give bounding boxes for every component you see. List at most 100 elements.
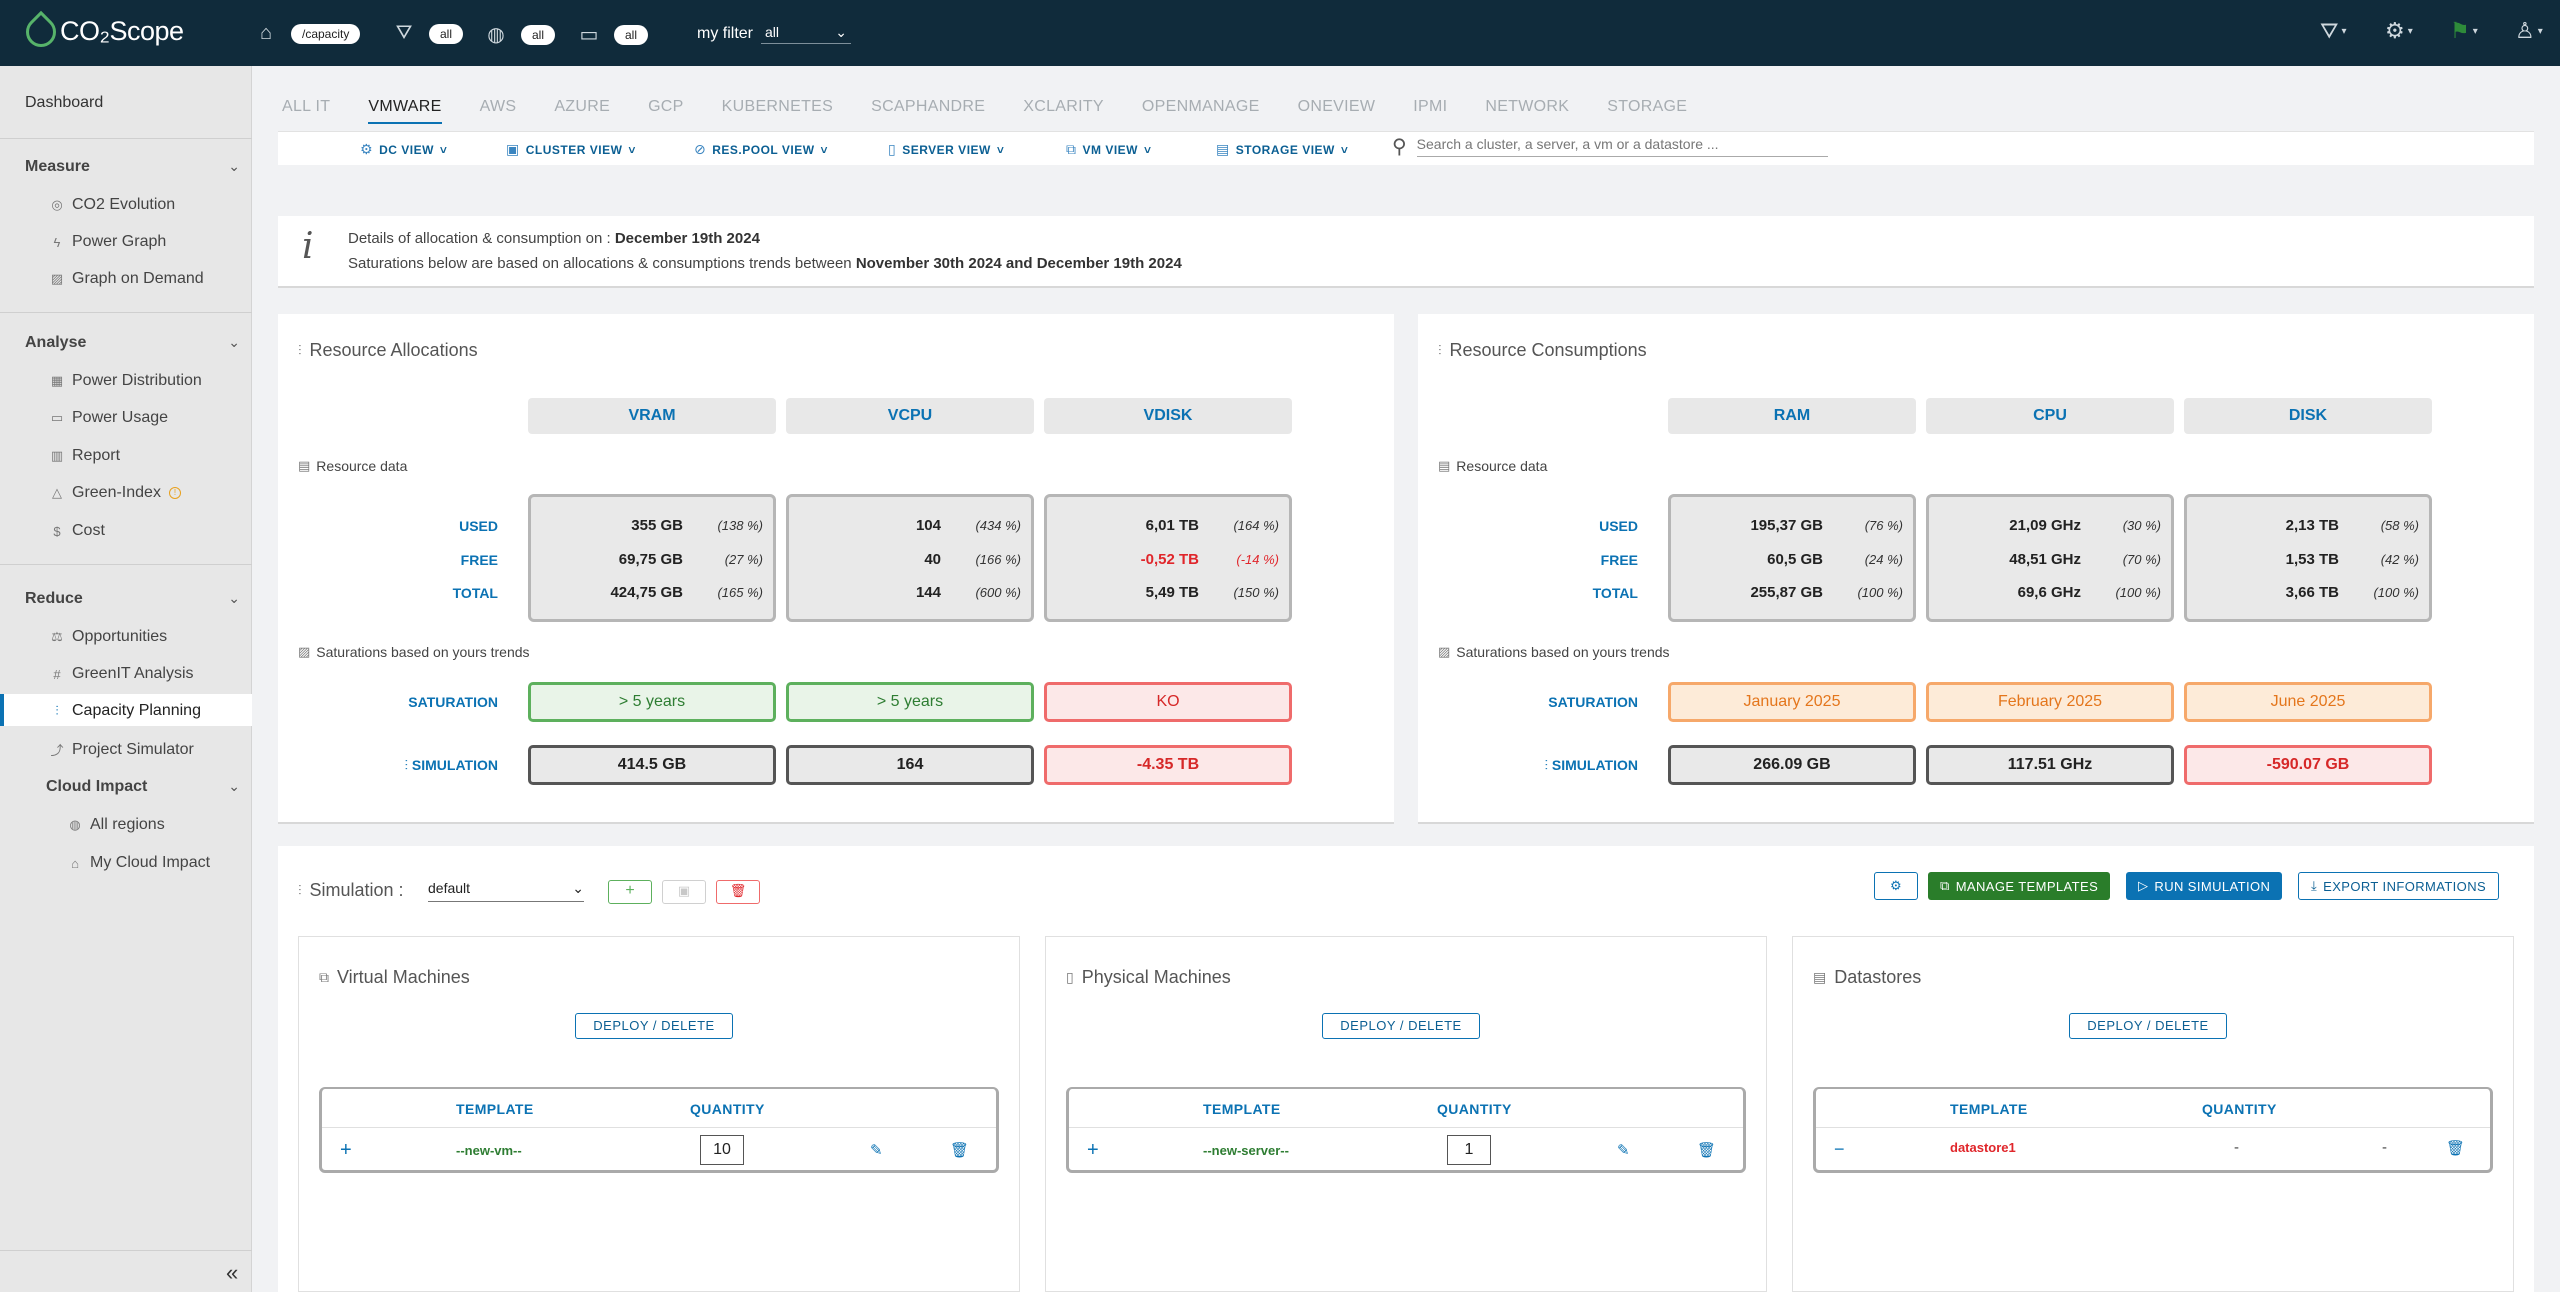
simulation-settings-button[interactable]: ⚙ <box>1874 872 1918 900</box>
tab-aws[interactable]: AWS <box>479 98 517 115</box>
path-pill[interactable]: /capacity <box>291 23 361 44</box>
template-name[interactable]: --new-server-- <box>1203 1143 1289 1158</box>
run-simulation-button[interactable]: ▷ RUN SIMULATION <box>2126 872 2283 900</box>
storage-view-menu[interactable]: ▤ STORAGE VIEW ˅ <box>1216 141 1348 158</box>
simulation-select[interactable]: default ⌄ <box>428 880 584 902</box>
disk-used-pct: (58 %) <box>2380 518 2419 533</box>
trash-icon[interactable]: 🗑 <box>950 1142 970 1159</box>
trash-icon[interactable]: 🗑 <box>2446 1140 2466 1157</box>
sidebar-item-label: Report <box>72 447 121 464</box>
disk-header: DISK <box>2184 398 2432 434</box>
sidebar-item-power-distribution[interactable]: ▦ Power Distribution <box>50 372 202 390</box>
caret-down-icon: ▾ <box>2472 25 2478 37</box>
view-label: STORAGE VIEW <box>1235 142 1335 157</box>
tab-all-it[interactable]: ALL IT <box>282 98 331 115</box>
delete-simulation-button[interactable]: 🗑 <box>716 880 760 904</box>
sidebar-section-analyse[interactable]: Analyse ⌄ <box>25 334 240 352</box>
disk-total-pct: (100 %) <box>2373 585 2419 600</box>
sidebar-item-cost[interactable]: $ Cost <box>50 522 105 540</box>
sidebar-item-co2-evolution[interactable]: ◎ CO2 Evolution <box>50 196 175 214</box>
filter-icon[interactable]: ⛛ <box>395 22 413 44</box>
sidebar-item-green-index[interactable]: △ Green-Index! <box>50 484 181 502</box>
save-simulation-button[interactable]: ▣ <box>662 880 706 904</box>
collapse-sidebar-icon[interactable]: « <box>226 1260 239 1285</box>
template-name[interactable]: --new-vm-- <box>456 1143 522 1158</box>
user-menu[interactable]: ♙ ▾ <box>2515 18 2543 44</box>
sidebar-item-capacity-planning[interactable]: ⫶ Capacity Planning <box>50 702 201 720</box>
quantity-input[interactable]: 1 <box>1447 1135 1491 1165</box>
edit-icon[interactable]: ✎ <box>870 1142 883 1159</box>
ram-header: RAM <box>1668 398 1916 434</box>
add-row-icon[interactable]: + <box>340 1139 352 1161</box>
add-row-icon[interactable]: + <box>1087 1139 1099 1161</box>
info-date-range: November 30th 2024 and December 19th 202… <box>855 255 1182 272</box>
server-view-menu[interactable]: ▯ SERVER VIEW ˅ <box>888 141 1004 158</box>
my-filter-select[interactable]: all ⌄ <box>761 24 851 44</box>
sidebar-section-measure[interactable]: Measure ⌄ <box>25 158 240 176</box>
tab-scaphandre[interactable]: SCAPHANDRE <box>871 98 986 115</box>
card-title: ▯ Physical Machines <box>1066 967 1231 988</box>
sidebar-item-opportunities[interactable]: ⚖ Opportunities <box>50 628 167 646</box>
global-filter-menu[interactable]: ⛛ ▾ <box>2320 18 2347 44</box>
sliders-icon: ⫶ <box>1438 342 1442 358</box>
vcpu-used-pct: (434 %) <box>975 518 1021 533</box>
trash-icon[interactable]: 🗑 <box>1697 1142 1717 1159</box>
sidebar-section-cloud-impact[interactable]: Cloud Impact ⌄ <box>46 778 240 796</box>
caret-down-icon: ˅ <box>628 142 636 157</box>
vram-header: VRAM <box>528 398 776 434</box>
tab-xclarity[interactable]: XCLARITY <box>1023 98 1104 115</box>
add-simulation-button[interactable]: + <box>608 880 652 904</box>
caret-down-icon: ˅ <box>439 142 448 157</box>
vm-view-menu[interactable]: ⧉ VM VIEW ˅ <box>1066 141 1152 158</box>
play-icon: ▷ <box>2138 878 2149 893</box>
manage-templates-button[interactable]: ⧉ MANAGE TEMPLATES <box>1928 872 2111 900</box>
dc-view-menu[interactable]: ⚙ DC VIEW ˅ <box>360 141 447 158</box>
search-input[interactable]: Search a cluster, a server, a vm or a da… <box>1416 136 1828 157</box>
vram-simulation: 414.5 GB <box>528 745 776 785</box>
sidebar-item-report[interactable]: ▥ Report <box>50 447 120 465</box>
export-informations-button[interactable]: ⤓ EXPORT INFORMATIONS <box>2298 872 2500 900</box>
sidebar-item-project-simulator[interactable]: ⤴ Project Simulator <box>50 740 193 759</box>
deploy-delete-button[interactable]: DEPLOY / DELETE <box>2069 1013 2227 1039</box>
tab-kubernetes[interactable]: KUBERNETES <box>721 98 834 115</box>
chevron-down-icon: ⌄ <box>228 590 240 606</box>
filter-pill-1[interactable]: all <box>429 23 464 44</box>
sidebar-section-reduce[interactable]: Reduce ⌄ <box>25 590 240 608</box>
template-header: TEMPLATE <box>1203 1101 1281 1117</box>
deploy-delete-button[interactable]: DEPLOY / DELETE <box>1322 1013 1480 1039</box>
deploy-delete-button[interactable]: DEPLOY / DELETE <box>575 1013 733 1039</box>
remove-row-icon[interactable]: − <box>1834 1139 1845 1159</box>
calendar-icon[interactable]: ▭ <box>579 24 599 46</box>
globe-icon[interactable]: ◍ <box>487 24 505 46</box>
sidebar-item-power-usage[interactable]: ▭ Power Usage <box>50 409 168 427</box>
extra-value: - <box>2382 1139 2387 1156</box>
free-label: FREE <box>460 552 498 568</box>
sidebar-item-graph-on-demand[interactable]: ▨ Graph on Demand <box>50 270 204 288</box>
tab-gcp[interactable]: GCP <box>648 98 684 115</box>
settings-menu[interactable]: ⚙ ▾ <box>2385 18 2413 44</box>
sidebar-item-greenit-analysis[interactable]: # GreenIT Analysis <box>50 665 193 683</box>
tab-oneview[interactable]: ONEVIEW <box>1297 98 1376 115</box>
app-logo[interactable]: CO₂Scope <box>19 10 184 53</box>
template-name[interactable]: datastore1 <box>1950 1140 2016 1155</box>
res-pool-view-menu[interactable]: ⊘ RES.POOL VIEW ˅ <box>694 141 828 158</box>
sidebar-item-my-cloud-impact[interactable]: ⌂ My Cloud Impact <box>68 854 210 872</box>
tab-azure[interactable]: AZURE <box>554 98 611 115</box>
home-icon[interactable]: ⌂ <box>259 22 273 44</box>
tab-openmanage[interactable]: OPENMANAGE <box>1141 98 1260 115</box>
tab-ipmi[interactable]: IPMI <box>1413 98 1448 115</box>
user-icon: ♙ <box>2515 18 2535 43</box>
sidebar-item-all-regions[interactable]: ◍ All regions <box>68 816 164 834</box>
tab-vmware[interactable]: VMWARE <box>368 98 442 124</box>
sidebar-item-dashboard[interactable]: Dashboard <box>25 94 104 111</box>
filter-pill-2[interactable]: all <box>521 24 556 45</box>
cluster-view-menu[interactable]: ▣ CLUSTER VIEW ˅ <box>506 141 636 158</box>
ram-total-pct: (100 %) <box>1857 585 1903 600</box>
edit-icon[interactable]: ✎ <box>1617 1142 1630 1159</box>
quantity-input[interactable]: 10 <box>700 1135 744 1165</box>
tab-network[interactable]: NETWORK <box>1485 98 1570 115</box>
language-menu[interactable]: ⚑ ▾ <box>2450 18 2478 44</box>
filter-pill-3[interactable]: all <box>614 24 649 45</box>
sidebar-item-power-graph[interactable]: ϟ Power Graph <box>50 233 167 251</box>
tab-storage[interactable]: STORAGE <box>1607 98 1688 115</box>
